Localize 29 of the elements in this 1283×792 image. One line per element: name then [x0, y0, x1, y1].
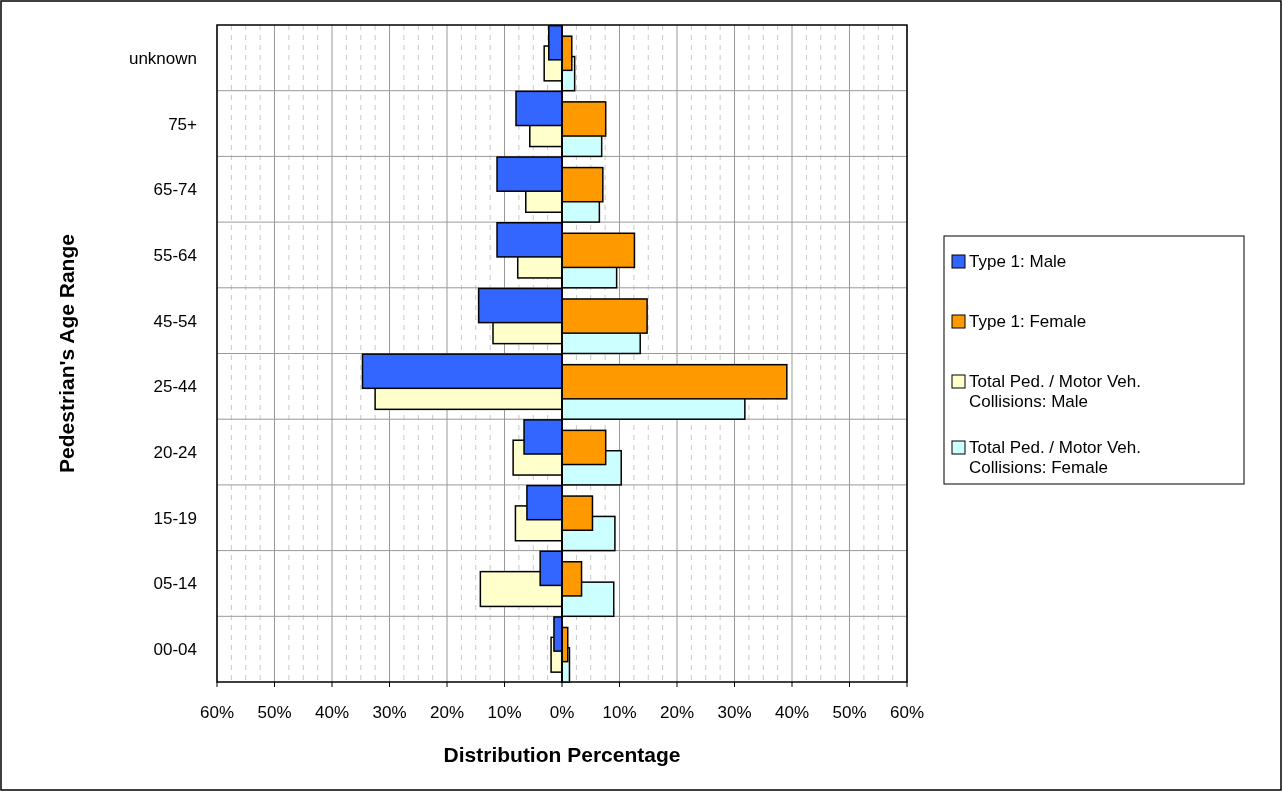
y-tick-label: unknown	[128, 48, 197, 68]
x-tick-label: 40%	[774, 703, 810, 722]
y-tick-label: 20-24	[153, 443, 197, 462]
y-axis-title: Pedestrian's Age Range	[55, 234, 78, 473]
y-tick-label: 75+	[168, 114, 198, 134]
legend-label: Total Ped. / Motor Veh. Collisions: Male	[969, 372, 1141, 411]
y-tick-label: 05-14	[153, 574, 197, 594]
x-tick-label: 50%	[257, 703, 292, 722]
x-tick-label: 10%	[487, 703, 522, 722]
legend-label: Type 1: Male	[969, 252, 1067, 271]
x-tick-label: 30%	[372, 703, 407, 722]
x-tick-label: 60%	[889, 703, 925, 722]
x-tick-label: 50%	[832, 703, 867, 722]
y-tick-label: 45-54	[153, 311, 197, 331]
x-tick-label: 30%	[717, 703, 752, 722]
x-tick-label: 0%	[549, 703, 575, 722]
x-tick-label: 60%	[199, 703, 235, 722]
legend-label: Total Ped. / Motor Veh. Collisions: Female	[969, 438, 1141, 477]
x-tick-label: 20%	[429, 703, 465, 722]
x-tick-label: 20%	[659, 703, 695, 722]
y-tick-label: 15-19	[153, 508, 197, 528]
x-axis-title: Distribution Percentage	[443, 743, 681, 766]
x-tick-label: 40%	[314, 703, 350, 722]
y-tick-label: 00-04	[153, 640, 197, 660]
legend-label: Type 1: Female	[969, 312, 1087, 331]
y-tick-label: 55-64	[153, 245, 197, 265]
x-tick-label: 10%	[602, 703, 637, 722]
y-tick-label: 65-74	[153, 180, 197, 200]
y-tick-label: 25-44	[153, 377, 197, 397]
